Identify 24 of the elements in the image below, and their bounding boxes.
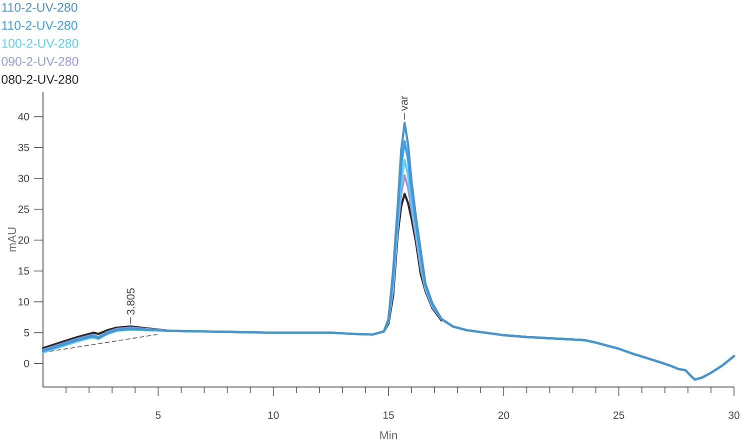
text: 090-2-UV-280: [2, 57, 78, 66]
x-tick-label: 10: [268, 412, 279, 419]
text: 080-2-UV-280: [2, 75, 78, 84]
y-tick-label: 15: [18, 267, 30, 275]
x-tick-label: 25: [614, 412, 624, 419]
y-tick-label: 25: [18, 206, 30, 213]
x-tick-label: 20: [498, 412, 510, 419]
y-tick-label: 35: [18, 144, 30, 152]
y-tick-label: 5: [24, 329, 30, 336]
y-tick-label: 10: [18, 298, 30, 306]
annotation: var: [402, 96, 408, 111]
y-tick-label: 40: [18, 112, 30, 120]
text: 110-2-UV-280: [2, 21, 78, 30]
x-tick-label: 30: [728, 412, 740, 419]
y-tick-label: 30: [18, 174, 30, 182]
text: 110-2-UV-280: [2, 3, 78, 12]
y-tick-label: 20: [18, 236, 30, 244]
x-tick-label: 5: [156, 412, 161, 419]
annotation: 3.805: [126, 288, 135, 315]
y-axis-title: mAU: [8, 228, 16, 252]
x-tick-label: 15: [383, 412, 394, 419]
y-tick-label: 0: [24, 360, 30, 368]
x-axis-title: Min: [380, 430, 397, 440]
text: 100-2-UV-280: [2, 39, 78, 48]
